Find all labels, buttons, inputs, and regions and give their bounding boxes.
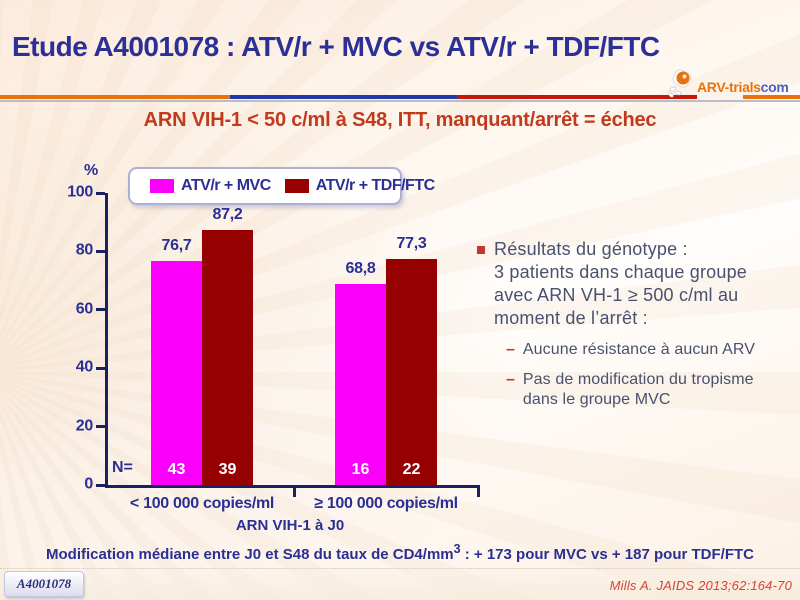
y-tick-label: 20 <box>75 417 94 435</box>
y-axis-tick <box>96 366 105 370</box>
slide-subtitle: ARN VIH-1 < 50 c/ml à S48, ITT, manquant… <box>143 109 657 131</box>
legend-swatch <box>150 179 174 193</box>
bar-value-label: 77,3 <box>396 235 427 253</box>
y-axis-tick <box>96 191 105 195</box>
bar-value-label: 76,7 <box>161 237 192 255</box>
genotype-main-bullet: Résultats du génotype : 3 patients dans … <box>477 238 793 330</box>
n-prefix-label: N= <box>112 459 133 476</box>
sub-bullet-line: Aucune résistance à aucun ARV <box>522 341 755 358</box>
note-line: moment de l’arrêt : <box>494 308 648 328</box>
dash-icon: – <box>506 371 515 388</box>
y-tick-label: 40 <box>75 358 94 376</box>
footnote-superscript: 3 <box>453 542 461 556</box>
bar-mvc: 16 <box>335 284 386 485</box>
genotype-main-text: Résultats du génotype : 3 patients dans … <box>494 238 747 330</box>
y-tick-label: 80 <box>75 242 94 260</box>
divider-segment-orange <box>0 95 230 99</box>
legend-label-tdf-ftc: ATV/r + TDF/FTC <box>315 177 435 194</box>
slide-title: Etude A4001078 : ATV/r + MVC vs ATV/r + … <box>12 31 660 62</box>
y-axis-tick <box>96 308 105 312</box>
note-line: Résultats du génotype : <box>494 239 688 259</box>
x-axis-tick <box>293 488 296 497</box>
y-axis-tick <box>96 483 105 487</box>
y-axis-tick <box>96 249 105 253</box>
genotype-notes: Résultats du génotype : 3 patients dans … <box>477 238 793 410</box>
sub-bullet-line: dans le groupe MVC <box>522 391 671 408</box>
y-axis-unit-label: % <box>84 162 99 179</box>
bar-mvc: 43 <box>151 261 202 485</box>
x-category-label: ≥ 100 000 copies/ml <box>314 495 458 512</box>
legend-label-mvc: ATV/r + MVC <box>181 177 271 194</box>
sub-bullet-line: Pas de modification du tropisme <box>522 371 754 388</box>
cd4-footnote: Modification médiane entre J0 et S48 du … <box>0 542 800 563</box>
bar-value-label: 68,8 <box>345 260 376 278</box>
bar-tdf-ftc: 39 <box>202 230 253 485</box>
note-line: 3 patients dans chaque groupe <box>494 262 747 282</box>
x-category-label: < 100 000 copies/ml <box>129 495 275 512</box>
legend-swatch <box>284 179 309 193</box>
legend-item-mvc: ATV/r + MVC <box>150 177 271 195</box>
reference-citation: Mills A. JAIDS 2013;62:164-70 <box>609 578 792 593</box>
bar-tdf-ftc: 22 <box>386 259 437 485</box>
footnote-prefix: Modification médiane entre J0 et S48 du … <box>46 546 454 563</box>
dash-icon: – <box>506 341 515 358</box>
bar-n-value: 39 <box>218 461 237 478</box>
y-tick-label: 60 <box>75 300 94 318</box>
sub-bullet-resistance: – Aucune résistance à aucun ARV <box>506 340 793 360</box>
footnote-suffix: : + 173 pour MVC vs + 187 pour TDF/FTC <box>460 546 754 563</box>
bar-n-value: 16 <box>351 461 370 478</box>
bullet-square-icon <box>477 246 485 254</box>
x-axis-tick <box>477 488 480 497</box>
bar-n-value: 43 <box>167 461 186 478</box>
logo-text-main: ARV-trials <box>697 79 761 95</box>
footer-band <box>0 568 800 600</box>
bar-value-label: 87,2 <box>212 206 243 224</box>
divider-segment-red <box>457 95 697 99</box>
study-badge: A4001078 <box>4 571 84 597</box>
chart-legend: ATV/r + MVC ATV/r + TDF/FTC <box>128 167 435 205</box>
divider-segment-orange-right <box>743 95 800 99</box>
sub-bullet-tropisme: – Pas de modification du tropisme dans l… <box>506 370 793 410</box>
divider-segment-blue <box>230 95 457 99</box>
arv-trials-logo: ARV-trialscom <box>662 68 789 106</box>
logo-text-tld: com <box>760 79 789 95</box>
x-axis-title: ARN VIH-1 à J0 <box>235 517 345 534</box>
note-line: avec ARN VH-1 ≥ 500 c/ml au <box>494 285 739 305</box>
bar-n-value: 22 <box>402 461 421 478</box>
pill-bottle-icon <box>662 68 694 106</box>
y-tick-label: 0 <box>84 475 93 493</box>
legend-item-tdf-ftc: ATV/r + TDF/FTC <box>284 177 435 195</box>
y-tick-label: 100 <box>67 183 93 201</box>
plot-area: % N= ARN VIH-1 à J0 0 20 40 60 80 100 43 76,7 39… <box>67 162 480 534</box>
y-axis-tick <box>96 425 105 429</box>
divider-silver-line <box>0 100 800 102</box>
